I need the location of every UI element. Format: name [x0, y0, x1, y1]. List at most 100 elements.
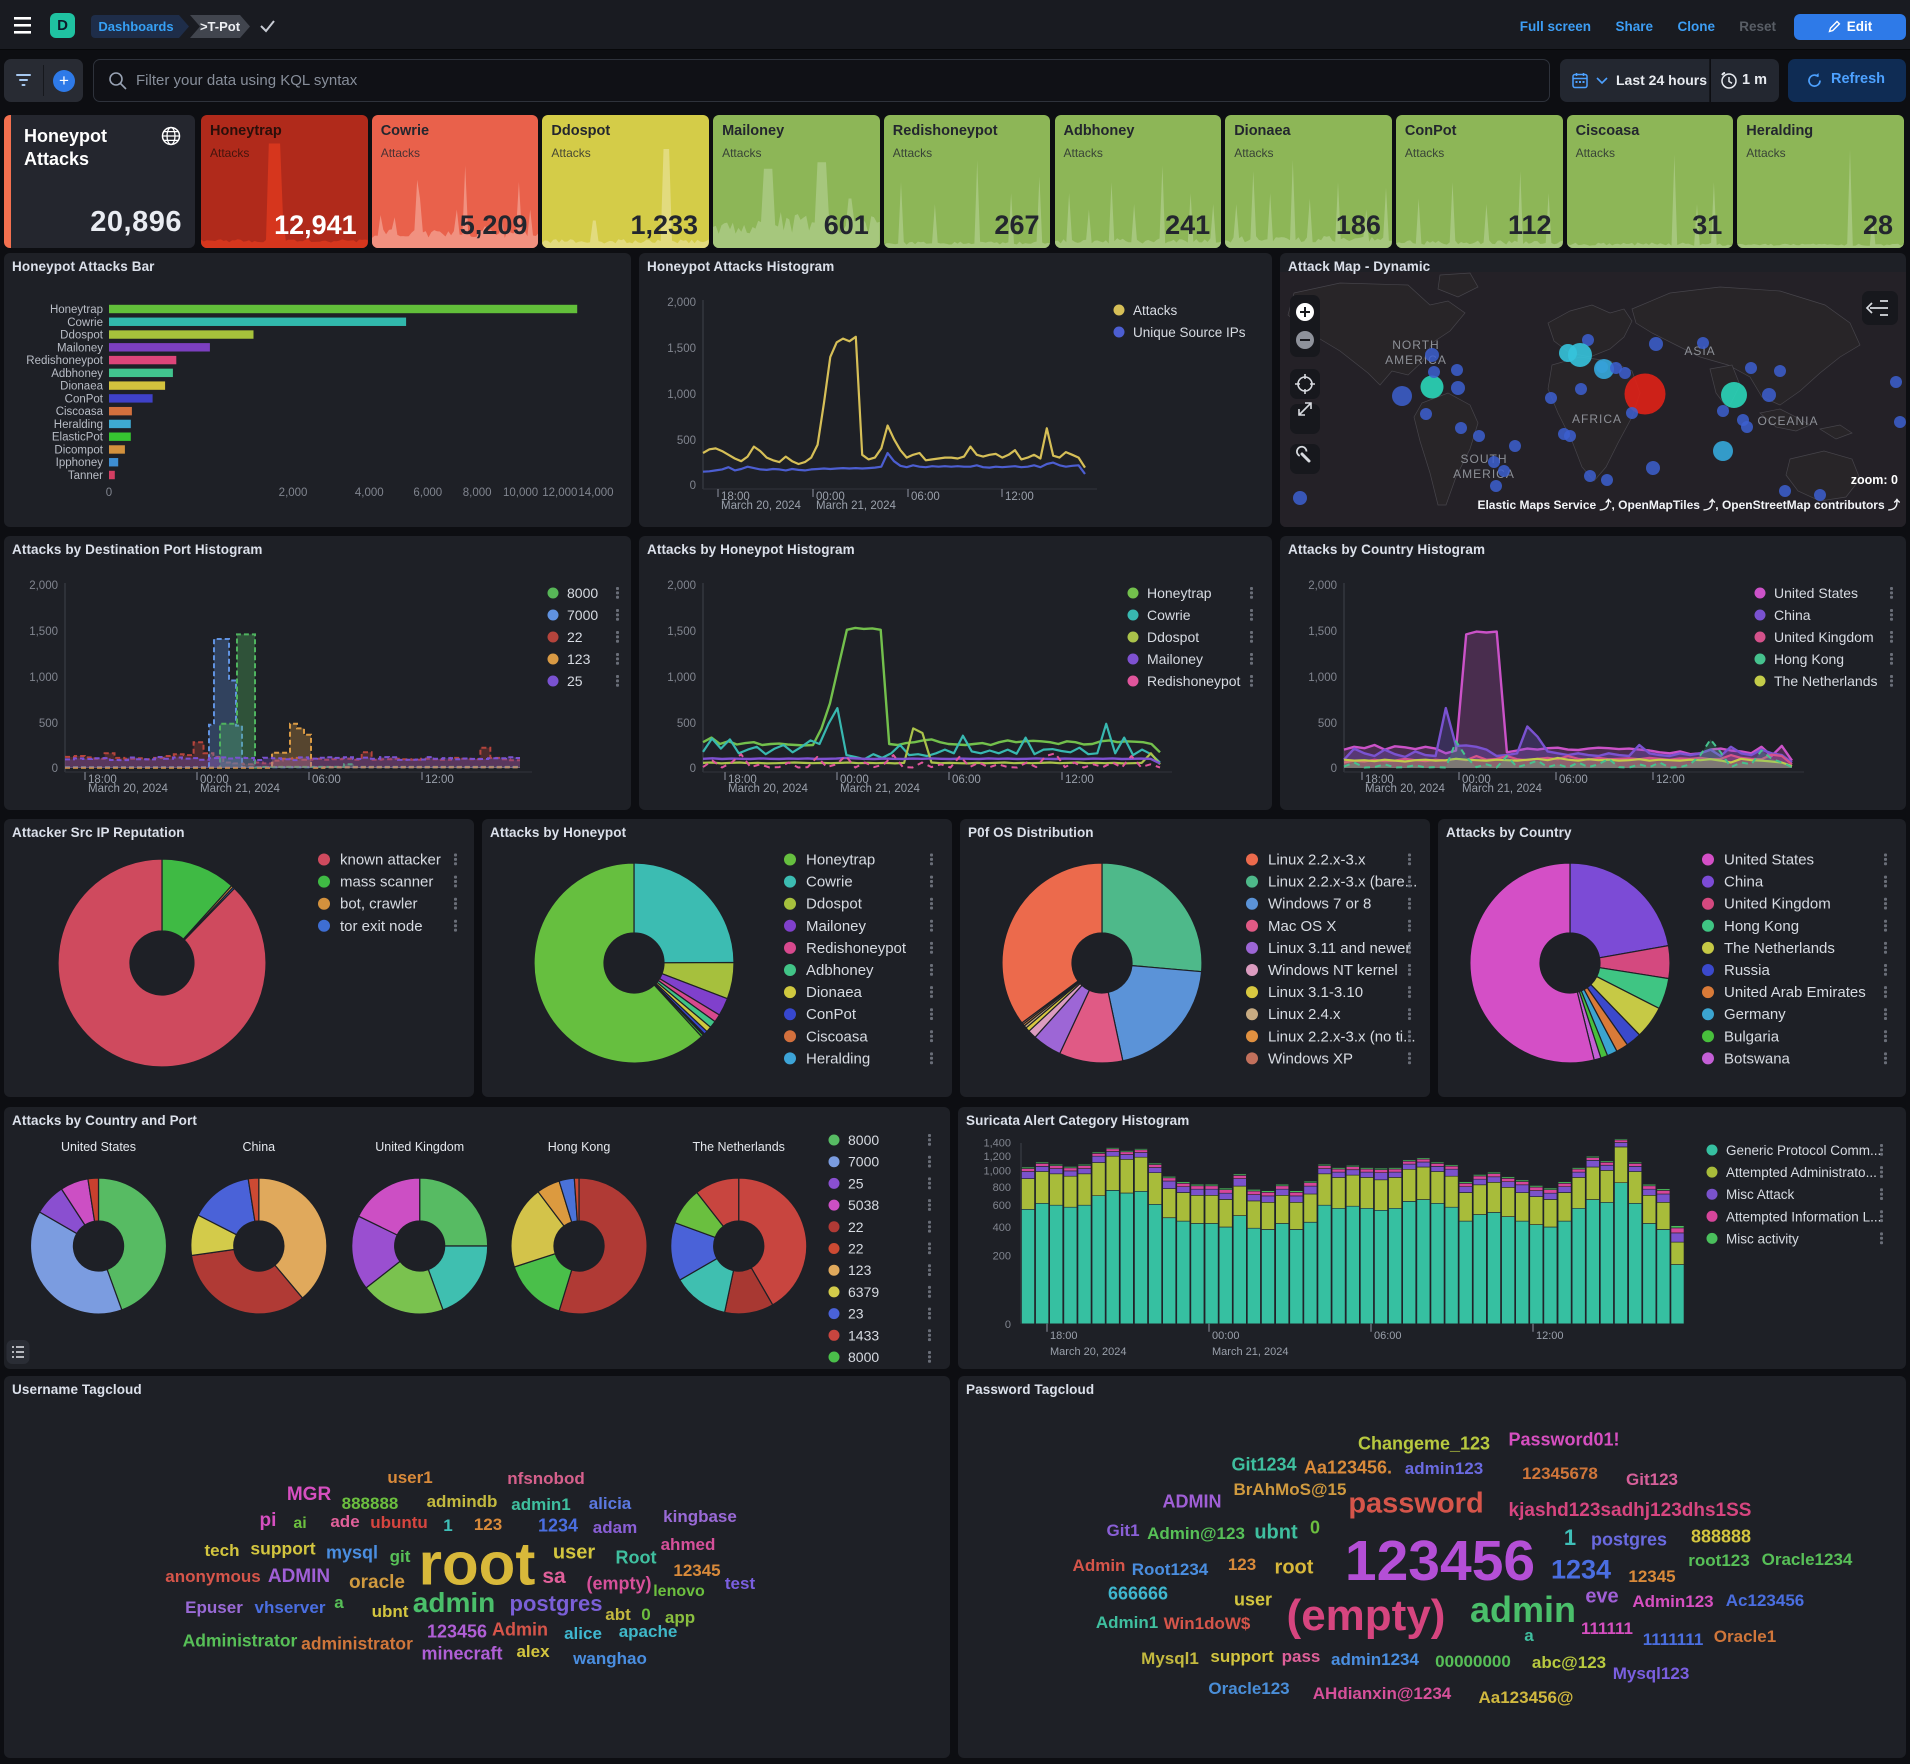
svg-text:Russia: Russia — [1724, 962, 1771, 979]
svg-text:bot, crawler: bot, crawler — [340, 896, 418, 913]
svg-text:1,000: 1,000 — [29, 672, 58, 684]
svg-text:12:00: 12:00 — [425, 774, 454, 786]
svg-text:00:00: 00:00 — [816, 491, 845, 503]
svg-text:22: 22 — [567, 629, 583, 645]
svg-text:Dionaea: Dionaea — [60, 381, 103, 393]
svg-text:06:00: 06:00 — [952, 774, 981, 786]
svg-text:Mailoney: Mailoney — [806, 918, 867, 935]
svg-text:Attacks: Attacks — [1133, 303, 1178, 318]
svg-text:8000: 8000 — [848, 1349, 879, 1365]
svg-text:Hong Kong: Hong Kong — [1724, 918, 1799, 935]
svg-text:ASIA: ASIA — [1684, 344, 1715, 358]
svg-text:2,000: 2,000 — [667, 297, 696, 309]
svg-text:18:00: 18:00 — [88, 774, 117, 786]
svg-text:Botswana: Botswana — [1724, 1050, 1791, 1067]
svg-text:0: 0 — [1005, 1319, 1011, 1331]
svg-text:18:00: 18:00 — [1365, 774, 1394, 786]
svg-text:Linux 3.1-3.10: Linux 3.1-3.10 — [1268, 984, 1363, 1001]
svg-text:1,000: 1,000 — [983, 1166, 1011, 1178]
svg-text:600: 600 — [993, 1200, 1011, 1212]
svg-text:00:00: 00:00 — [200, 774, 229, 786]
svg-text:known attacker: known attacker — [340, 852, 441, 869]
svg-text:500: 500 — [1318, 718, 1337, 730]
svg-text:Honeytrap: Honeytrap — [1147, 585, 1212, 601]
svg-text:tor exit node: tor exit node — [340, 918, 423, 935]
svg-text:Misc Attack: Misc Attack — [1726, 1187, 1795, 1202]
svg-text:Adbhoney: Adbhoney — [806, 962, 874, 979]
svg-text:Linux 2.2.x-3.x (bare...: Linux 2.2.x-3.x (bare... — [1268, 874, 1417, 891]
svg-text:March 21, 2024: March 21, 2024 — [200, 783, 281, 795]
svg-text:2,000: 2,000 — [667, 580, 696, 592]
svg-text:1433: 1433 — [848, 1327, 879, 1343]
svg-text:Dionaea: Dionaea — [806, 984, 863, 1001]
svg-text:1,500: 1,500 — [29, 626, 58, 638]
svg-text:Mailoney: Mailoney — [57, 342, 103, 354]
svg-text:0: 0 — [690, 480, 696, 492]
svg-text:Attempted Administrato...: Attempted Administrato... — [1726, 1165, 1877, 1180]
svg-text:United Kingdom: United Kingdom — [1724, 896, 1831, 913]
svg-text:Linux 2.4.x: Linux 2.4.x — [1268, 1006, 1341, 1023]
svg-text:United States: United States — [1774, 585, 1858, 601]
svg-text:Linux 3.11 and newer: Linux 3.11 and newer — [1268, 940, 1410, 957]
svg-text:2,000: 2,000 — [1308, 580, 1337, 592]
svg-text:23: 23 — [848, 1306, 864, 1322]
svg-text:Bulgaria: Bulgaria — [1724, 1028, 1780, 1045]
svg-text:22: 22 — [848, 1219, 864, 1235]
svg-text:Linux 2.2.x-3.x (no ti...: Linux 2.2.x-3.x (no ti... — [1268, 1028, 1416, 1045]
svg-text:Cowrie: Cowrie — [806, 874, 853, 891]
svg-text:Heralding: Heralding — [806, 1050, 870, 1067]
svg-text:18:00: 18:00 — [721, 491, 750, 503]
svg-text:1,000: 1,000 — [667, 389, 696, 401]
svg-text:123: 123 — [567, 651, 591, 667]
svg-text:The Netherlands: The Netherlands — [1774, 673, 1878, 689]
svg-text:Hong Kong: Hong Kong — [1774, 651, 1844, 667]
svg-text:zoom: 0: zoom: 0 — [1851, 473, 1898, 487]
svg-text:7000: 7000 — [848, 1154, 879, 1170]
svg-text:ConPot: ConPot — [806, 1006, 857, 1023]
svg-text:Cowrie: Cowrie — [1147, 607, 1191, 623]
svg-text:NORTH: NORTH — [1392, 338, 1439, 352]
svg-text:March 20, 2024: March 20, 2024 — [1365, 783, 1446, 795]
svg-text:China: China — [242, 1140, 275, 1154]
svg-text:00:00: 00:00 — [840, 774, 869, 786]
svg-text:Windows NT kernel: Windows NT kernel — [1268, 962, 1398, 979]
svg-text:1,500: 1,500 — [667, 626, 696, 638]
svg-text:06:00: 06:00 — [312, 774, 341, 786]
svg-text:United States: United States — [1724, 852, 1814, 869]
svg-text:March 21, 2024: March 21, 2024 — [816, 500, 897, 512]
svg-text:7000: 7000 — [567, 607, 598, 623]
svg-text:Germany: Germany — [1724, 1006, 1786, 1023]
svg-text:March 21, 2024: March 21, 2024 — [1212, 1346, 1288, 1358]
svg-text:0: 0 — [690, 763, 696, 775]
svg-text:Redishoneypot: Redishoneypot — [1147, 673, 1241, 689]
svg-text:14,000: 14,000 — [578, 487, 613, 499]
svg-text:The Netherlands: The Netherlands — [1724, 940, 1835, 957]
svg-text:123: 123 — [848, 1262, 872, 1278]
svg-text:8000: 8000 — [848, 1132, 879, 1148]
svg-text:Attempted Information L...: Attempted Information L... — [1726, 1209, 1881, 1224]
svg-text:Ciscoasa: Ciscoasa — [56, 406, 104, 418]
svg-text:2,000: 2,000 — [29, 580, 58, 592]
svg-text:2,000: 2,000 — [279, 487, 308, 499]
svg-text:1,200: 1,200 — [983, 1151, 1011, 1163]
svg-text:Mac OS X: Mac OS X — [1268, 918, 1336, 935]
svg-text:0: 0 — [52, 763, 58, 775]
svg-text:mass scanner: mass scanner — [340, 874, 433, 891]
svg-text:March 20, 2024: March 20, 2024 — [721, 500, 802, 512]
svg-text:1,500: 1,500 — [667, 343, 696, 355]
svg-text:25: 25 — [567, 673, 583, 689]
svg-text:25: 25 — [848, 1175, 864, 1191]
svg-text:06:00: 06:00 — [1559, 774, 1588, 786]
svg-text:The Netherlands: The Netherlands — [692, 1140, 784, 1154]
svg-text:1,500: 1,500 — [1308, 626, 1337, 638]
svg-text:March 20, 2024: March 20, 2024 — [88, 783, 169, 795]
svg-text:March 20, 2024: March 20, 2024 — [1050, 1346, 1126, 1358]
svg-text:500: 500 — [39, 718, 58, 730]
svg-text:1,400: 1,400 — [983, 1138, 1011, 1150]
svg-text:800: 800 — [993, 1182, 1011, 1194]
svg-text:Heralding: Heralding — [54, 419, 103, 431]
svg-text:United Kingdom: United Kingdom — [1774, 629, 1874, 645]
svg-text:500: 500 — [677, 718, 696, 730]
svg-text:Honeytrap: Honeytrap — [50, 304, 103, 316]
svg-text:Ipphoney: Ipphoney — [56, 457, 104, 469]
